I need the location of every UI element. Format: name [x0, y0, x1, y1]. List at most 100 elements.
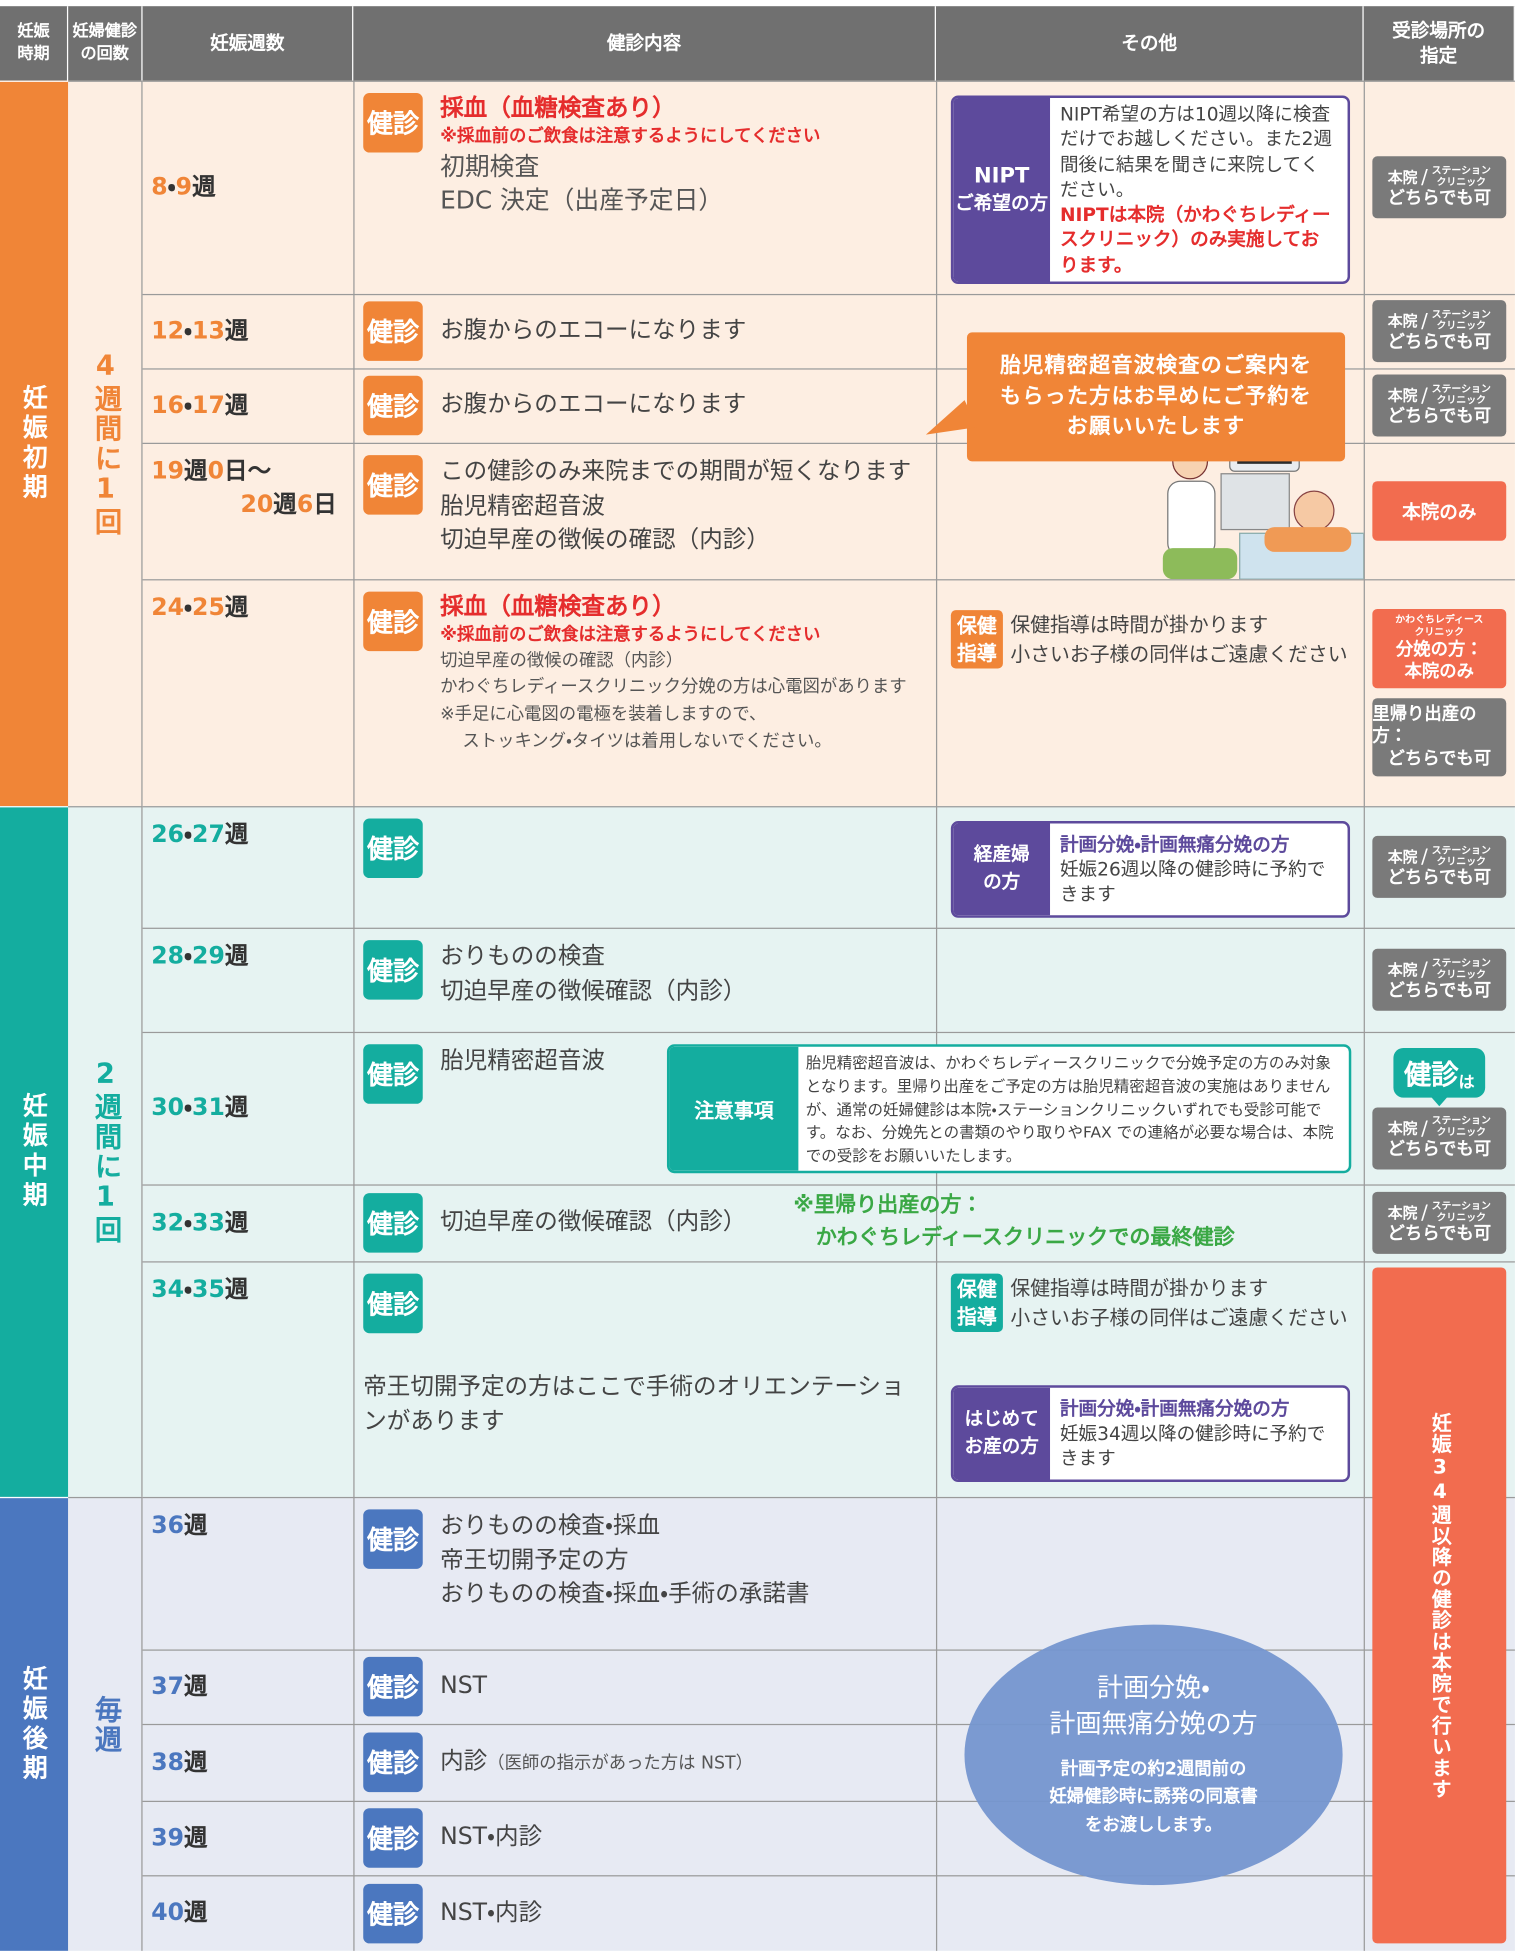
week-cell: 39週 [151, 1801, 349, 1875]
content-lines: お腹からのエコーになります [440, 388, 746, 422]
place-box-line: 里帰り出産の方： [1372, 704, 1477, 747]
week-part: 33 [192, 1208, 225, 1237]
week-label: 26・27週 [151, 819, 349, 852]
content-lines: 内診（医師の指示があった方は NST） [440, 1745, 753, 1779]
callout-line: もらった方はお早めにご予約を [1000, 384, 1313, 409]
week-part: 19 [151, 457, 185, 485]
content-lines: おりものの検査・採血 帝王切開予定の方 おりものの検査・採血・手術の承諾書 [440, 1509, 809, 1611]
week-part: 週 [224, 594, 249, 622]
week-label: 34・35週 [151, 1274, 349, 1307]
place-top: 本院 / ステーション クリニック [1388, 957, 1491, 981]
place-box-line: クリニック [1414, 626, 1465, 638]
info-label-text: 経産婦 [973, 843, 1030, 866]
frequency-cell: 2週間に1回 [68, 806, 143, 1497]
week-part: 0 [207, 457, 225, 485]
week-cell: 36週 [151, 1497, 349, 1650]
notice-label: 注意事項 [669, 1046, 799, 1171]
week-part: 12 [151, 317, 185, 345]
info-label: はじめて お産の方 [953, 1387, 1051, 1480]
content-line: 採血（血糖検査あり） [440, 592, 676, 621]
content-lines: 採血（血糖検査あり） ※採血前のご飲食は注意するようにしてください 初期検査 EDC … [440, 93, 820, 217]
place-either: 本院 / ステーション クリニック どちらでも可 [1372, 374, 1507, 437]
place-slash: / [1421, 1200, 1428, 1225]
place-cell: 本院 / ステーション クリニック どちらでも可 [1364, 368, 1515, 442]
week-cell: 40週 [151, 1875, 349, 1951]
week-label: 37週 [151, 1670, 349, 1703]
week-label: 36週 [151, 1509, 349, 1542]
place-station-text: ステーション [1431, 957, 1491, 969]
week-part: 日 [313, 490, 337, 518]
content-line: NST・内診 [440, 1898, 543, 1926]
content-line: おりものの検査 [440, 942, 605, 970]
place-station: ステーション クリニック [1431, 957, 1491, 980]
guidance: 保健 指導 保健指導は時間が掛かります 小さいお子様の同伴はご遠慮ください [950, 1273, 1360, 1333]
place-cell: 本院 / ステーション クリニック どちらでも可 [1364, 1184, 1515, 1261]
content-cell: 健診 採血（血糖検査あり） ※採血前のご飲食は注意するようにしてください 初期検査 ED… [363, 81, 936, 294]
week-part: 週 [224, 1276, 249, 1304]
week-part: 31 [192, 1094, 225, 1122]
guidance-tag-text: 保健 [957, 1277, 997, 1301]
place-station-text: ステーション [1431, 1115, 1491, 1127]
place-station-text: ステーション [1431, 164, 1491, 176]
week-part: ・ [167, 173, 176, 201]
header-text: 受診場所の [1392, 19, 1486, 42]
guidance-tag-text: 保健 [957, 613, 997, 638]
week-part: 25 [192, 594, 225, 622]
place-station-text: クリニック [1436, 968, 1487, 980]
info-box: NIPT ご希望の方 NIPT希望の方は10週以降に検査だけでお越しください。また2… [950, 95, 1351, 285]
content-line: ストッキング・タイツは着用しないでください。 [462, 731, 832, 752]
header-cell: 受診場所の 指定 [1364, 6, 1515, 81]
info-box: はじめて お産の方 計画分娩・計画無痛分娩の方 妊娠34週以降の健診時に予約できます [950, 1385, 1351, 1483]
week-part: 週 [224, 821, 249, 849]
guidance-lines: 保健指導は時間が掛かります 小さいお子様の同伴はご遠慮ください [1010, 1274, 1347, 1332]
place-note: どちらでも可 [1387, 868, 1492, 889]
content-line: 切迫早産の徴候確認（内診） [440, 1208, 747, 1236]
callout-line: お願いいたします [1066, 414, 1246, 440]
header-text: 妊婦健診 [72, 22, 137, 42]
place-station: ステーション クリニック [1431, 164, 1491, 188]
week-part: 日～ [224, 457, 272, 485]
content-cell: 健診 お腹からのエコーになります [363, 368, 936, 442]
checkup-badge: 健診 [363, 1808, 423, 1868]
place-note: どちらでも可 [1387, 188, 1492, 209]
content-line: ※手足に心電図の電極を装着しますので、 [440, 704, 767, 725]
place-either: 本院 / ステーション クリニック どちらでも可 [1372, 948, 1507, 1011]
period-name: 妊娠後期 [18, 1664, 49, 1785]
week-part: ・ [184, 1208, 193, 1237]
nurse-body [1167, 480, 1216, 557]
week-label: 28・29週 [151, 940, 349, 973]
place-station-text: ステーション [1431, 844, 1491, 856]
week-part: ・ [184, 317, 193, 345]
week-part: 30 [151, 1094, 185, 1122]
place-note: どちらでも可 [1387, 332, 1492, 353]
period-cell: 妊娠初期 [0, 80, 69, 807]
info-text: NIPT希望の方は10週以降に検査だけでお越しください。また2週間後に結果を聞き… [1059, 103, 1333, 201]
content-line: NST [440, 1672, 488, 1700]
place-station: ステーション クリニック [1431, 1115, 1491, 1139]
week-part: 週 [224, 1094, 249, 1122]
place-clinic: 本院 [1387, 1119, 1418, 1137]
callout-line: 胎児精密超音波検査のご案内を [999, 353, 1313, 379]
week-label: 16・17週 [151, 389, 349, 422]
frequency: 毎週 [89, 1694, 121, 1755]
guidance-line: 保健指導は時間が掛かります [1010, 1276, 1269, 1301]
info-label: NIPT ご希望の方 [953, 97, 1051, 282]
week-part: 29 [192, 942, 225, 970]
checkup-badge: 健診 [363, 940, 423, 1000]
week-part: ・ [184, 594, 193, 622]
content-lines: お腹からのエコーになります [440, 314, 746, 348]
content-lines: 切迫早産の徴候確認（内診） [440, 1206, 746, 1240]
content-lines: 採血（血糖検査あり） ※採血前のご飲食は注意するようにしてください 切迫早産の徴候の… [440, 592, 907, 756]
content-cell: 健診 採血（血糖検査あり） ※採血前のご飲食は注意するようにしてください 切迫早産の徴… [363, 579, 936, 806]
planned-birth-circle: 計画分娩・ 計画無痛分娩の方 計画予定の約2週間前の 妊婦健診時に誘発の同意書 をお渡し… [964, 1624, 1343, 1886]
week-part: 週 [224, 942, 249, 970]
guidance-lines: 保健指導は時間が掛かります 小さいお子様の同伴はご遠慮ください [1010, 611, 1347, 669]
place-station: ステーション クリニック [1432, 1201, 1491, 1224]
circle-title: 計画分娩・ 計画無痛分娩の方 [1049, 1671, 1257, 1744]
checkup-badge: 健診 [363, 1732, 423, 1793]
content-line: ※採血前のご飲食は注意するようにしてください [440, 126, 821, 146]
place-bubble-text: 健診 [1403, 1059, 1459, 1091]
place-box-line: 本院のみ [1404, 662, 1475, 682]
grid-line [935, 80, 938, 1951]
place-bubble-suffix: は [1458, 1073, 1475, 1092]
